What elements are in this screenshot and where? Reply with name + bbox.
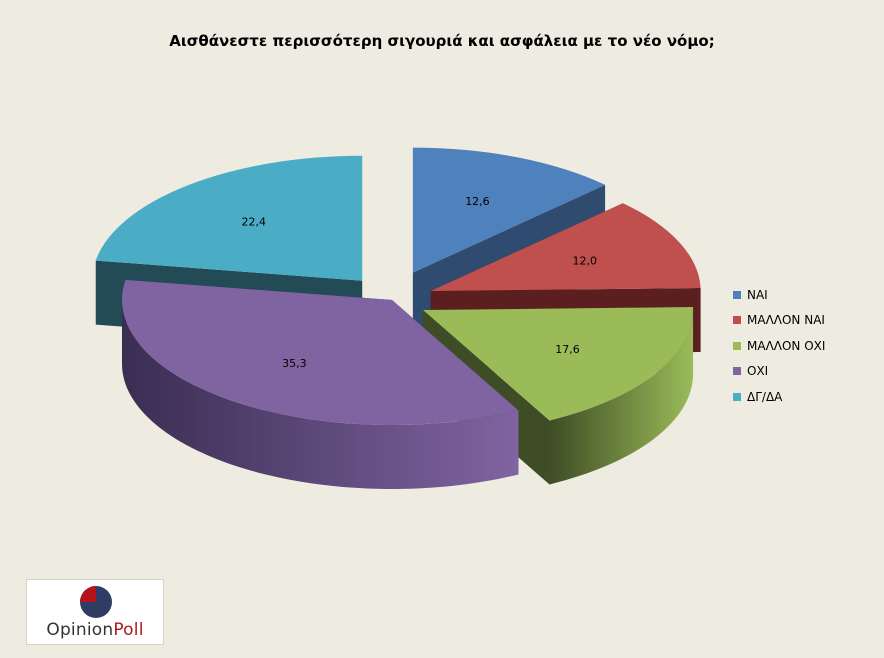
pie-slice-0 — [412, 147, 606, 273]
pie-tops — [95, 147, 701, 426]
logo-word-poll: Poll — [113, 620, 144, 640]
legend-label: ΔΓ/ΔΑ — [747, 389, 783, 404]
legend-swatch — [733, 341, 741, 350]
pie-slice-3 — [121, 279, 519, 426]
slice-value-label: 12,0 — [573, 255, 598, 268]
slice-value-label: 22,4 — [242, 216, 267, 229]
legend-item: ΜΑΛΛΟΝ ΝΑΙ — [733, 308, 878, 334]
legend-item: ΟΧΙ — [733, 359, 878, 385]
slice-outer-band — [549, 310, 694, 485]
slice-value-label: 12,6 — [465, 195, 490, 208]
pie-labels: 12,6 12,0 17,6 35,3 22,4 — [242, 195, 597, 370]
legend-label: ΟΧΙ — [747, 364, 769, 379]
slice-value-label: 17,6 — [555, 343, 580, 356]
pie-slice-1 — [430, 203, 701, 291]
slice-value-label: 35,3 — [282, 357, 307, 370]
legend-label: ΜΑΛΛΟΝ ΝΑΙ — [747, 313, 825, 328]
legend: ΝΑΙ ΜΑΛΛΟΝ ΝΑΙ ΜΑΛΛΟΝ ΟΧΙ ΟΧΙ ΔΓ/ΔΑ — [733, 282, 878, 410]
logo-mark-icon — [80, 586, 112, 618]
legend-swatch — [733, 367, 741, 376]
pie-slice-4 — [95, 155, 363, 281]
chart-title: Αισθάνεστε περισσότερη σιγουριά και ασφά… — [169, 32, 715, 50]
pie-slice-2 — [423, 307, 694, 421]
opinionpoll-logo: OpinionPoll — [26, 579, 164, 645]
legend-swatch — [733, 290, 741, 299]
legend-item: ΜΑΛΛΟΝ ΟΧΙ — [733, 333, 878, 359]
slice-outer-band — [122, 300, 519, 489]
legend-item: ΝΑΙ — [733, 282, 878, 308]
legend-label: ΜΑΛΛΟΝ ΟΧΙ — [747, 338, 826, 353]
logo-text: OpinionPoll — [27, 620, 163, 640]
logo-word-opinion: Opinion — [46, 620, 114, 640]
legend-item: ΔΓ/ΔΑ — [733, 384, 878, 410]
legend-swatch — [733, 392, 741, 401]
legend-swatch — [733, 316, 741, 325]
legend-label: ΝΑΙ — [747, 287, 768, 302]
